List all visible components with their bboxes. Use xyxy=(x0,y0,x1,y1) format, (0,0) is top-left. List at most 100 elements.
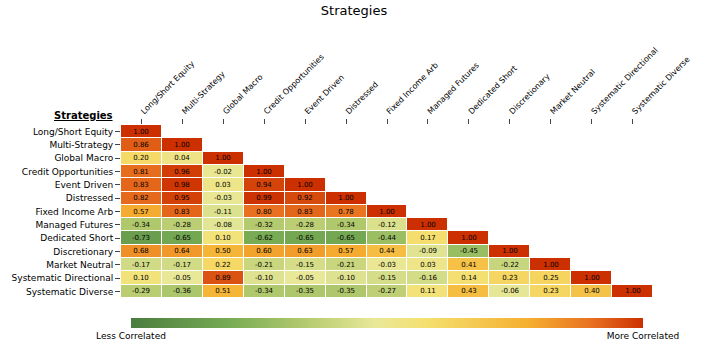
svg-text:-0.12: -0.12 xyxy=(378,221,396,229)
svg-text:Distressed: Distressed xyxy=(344,80,380,116)
svg-text:Long/Short Equity: Long/Short Equity xyxy=(33,127,114,137)
svg-text:Multi-Strategy: Multi-Strategy xyxy=(180,69,227,116)
svg-text:0.99: 0.99 xyxy=(256,194,272,202)
svg-text:-0.17: -0.17 xyxy=(173,261,191,269)
svg-text:Credit Opportunities: Credit Opportunities xyxy=(22,167,114,177)
svg-text:-0.17: -0.17 xyxy=(132,261,150,269)
svg-text:0.82: 0.82 xyxy=(133,194,149,202)
svg-text:0.68: 0.68 xyxy=(133,247,149,255)
svg-text:0.50: 0.50 xyxy=(215,247,231,255)
svg-text:-0.09: -0.09 xyxy=(419,247,437,255)
svg-text:0.14: 0.14 xyxy=(461,274,477,282)
svg-text:Fixed Income Arb: Fixed Income Arb xyxy=(35,207,113,217)
svg-text:-0.32: -0.32 xyxy=(255,221,273,229)
svg-text:-0.28: -0.28 xyxy=(173,221,191,229)
svg-text:0.03: 0.03 xyxy=(215,181,231,189)
svg-text:0.94: 0.94 xyxy=(256,181,272,189)
svg-text:-0.22: -0.22 xyxy=(501,261,519,269)
svg-text:0.89: 0.89 xyxy=(215,274,231,282)
svg-text:1.00: 1.00 xyxy=(297,181,313,189)
svg-text:Managed Futures: Managed Futures xyxy=(426,61,481,116)
svg-text:Global Macro: Global Macro xyxy=(54,153,113,163)
svg-text:Distressed: Distressed xyxy=(66,193,113,203)
svg-text:-0.11: -0.11 xyxy=(214,208,232,216)
svg-text:1.00: 1.00 xyxy=(174,141,190,149)
svg-text:-0.34: -0.34 xyxy=(255,287,274,295)
svg-text:-0.06: -0.06 xyxy=(501,287,520,295)
svg-text:Long/Short Equity: Long/Short Equity xyxy=(139,59,196,116)
svg-text:0.22: 0.22 xyxy=(215,261,231,269)
svg-text:-0.35: -0.35 xyxy=(296,287,314,295)
svg-text:0.86: 0.86 xyxy=(133,141,149,149)
svg-text:1.00: 1.00 xyxy=(338,194,354,202)
svg-text:0.03: 0.03 xyxy=(420,261,436,269)
svg-text:Systematic Diverse: Systematic Diverse xyxy=(630,55,691,116)
svg-text:0.95: 0.95 xyxy=(174,194,190,202)
svg-text:0.83: 0.83 xyxy=(297,208,313,216)
svg-text:Event Driven: Event Driven xyxy=(303,73,346,116)
svg-text:1.00: 1.00 xyxy=(215,154,231,162)
svg-text:Event Driven: Event Driven xyxy=(55,180,113,190)
svg-text:-0.36: -0.36 xyxy=(173,287,192,295)
svg-text:-0.44: -0.44 xyxy=(378,234,397,242)
svg-text:Global Macro: Global Macro xyxy=(221,73,264,116)
svg-text:0.51: 0.51 xyxy=(215,287,231,295)
svg-text:1.00: 1.00 xyxy=(133,128,149,136)
svg-text:-0.65: -0.65 xyxy=(337,234,355,242)
svg-text:-0.03: -0.03 xyxy=(378,261,396,269)
svg-text:-0.34: -0.34 xyxy=(132,221,151,229)
svg-text:0.43: 0.43 xyxy=(461,287,477,295)
svg-text:1.00: 1.00 xyxy=(625,287,641,295)
svg-text:0.63: 0.63 xyxy=(297,247,313,255)
svg-text:Dedicated Short: Dedicated Short xyxy=(467,64,519,116)
svg-text:Market Neutral: Market Neutral xyxy=(549,68,597,116)
svg-text:Dedicated Short: Dedicated Short xyxy=(40,233,113,243)
svg-text:-0.16: -0.16 xyxy=(419,274,438,282)
svg-text:0.40: 0.40 xyxy=(584,287,600,295)
svg-text:-0.05: -0.05 xyxy=(296,274,314,282)
svg-text:0.23: 0.23 xyxy=(543,287,559,295)
svg-text:-0.21: -0.21 xyxy=(255,261,273,269)
svg-text:Less Correlated: Less Correlated xyxy=(96,331,166,341)
svg-text:Fixed Income Arb: Fixed Income Arb xyxy=(385,61,440,116)
svg-text:1.00: 1.00 xyxy=(461,234,477,242)
svg-text:-0.45: -0.45 xyxy=(460,247,478,255)
svg-text:-0.27: -0.27 xyxy=(378,287,396,295)
svg-text:0.10: 0.10 xyxy=(215,234,231,242)
svg-text:1.00: 1.00 xyxy=(543,261,559,269)
svg-text:-0.35: -0.35 xyxy=(337,287,355,295)
svg-text:-0.03: -0.03 xyxy=(214,194,232,202)
svg-text:1.00: 1.00 xyxy=(256,168,272,176)
svg-text:-0.73: -0.73 xyxy=(132,234,150,242)
svg-text:0.96: 0.96 xyxy=(174,168,190,176)
svg-text:1.00: 1.00 xyxy=(502,247,518,255)
svg-text:0.20: 0.20 xyxy=(133,154,149,162)
svg-text:-0.34: -0.34 xyxy=(337,221,356,229)
svg-text:-0.10: -0.10 xyxy=(337,274,355,282)
svg-text:0.98: 0.98 xyxy=(174,181,190,189)
svg-text:Discretionary: Discretionary xyxy=(53,247,114,257)
svg-text:0.83: 0.83 xyxy=(174,208,190,216)
svg-text:0.10: 0.10 xyxy=(133,274,149,282)
svg-text:0.25: 0.25 xyxy=(543,274,559,282)
svg-text:More Correlated: More Correlated xyxy=(607,331,679,341)
svg-text:0.57: 0.57 xyxy=(338,247,354,255)
svg-text:1.00: 1.00 xyxy=(379,208,395,216)
svg-text:0.78: 0.78 xyxy=(338,208,354,216)
svg-text:0.04: 0.04 xyxy=(174,154,190,162)
svg-text:Strategies: Strategies xyxy=(54,110,113,121)
svg-text:-0.10: -0.10 xyxy=(255,274,273,282)
svg-text:0.92: 0.92 xyxy=(297,194,313,202)
svg-text:-0.62: -0.62 xyxy=(255,234,273,242)
svg-text:Systematic Directional: Systematic Directional xyxy=(589,46,659,116)
svg-text:Multi-Strategy: Multi-Strategy xyxy=(49,140,113,150)
svg-text:0.44: 0.44 xyxy=(379,247,395,255)
svg-text:Strategies: Strategies xyxy=(321,3,388,18)
svg-text:-0.65: -0.65 xyxy=(173,234,191,242)
svg-text:Market Neutral: Market Neutral xyxy=(46,260,113,270)
svg-text:-0.21: -0.21 xyxy=(337,261,355,269)
svg-text:-0.15: -0.15 xyxy=(378,274,396,282)
svg-text:0.41: 0.41 xyxy=(461,261,477,269)
svg-text:-0.02: -0.02 xyxy=(214,168,232,176)
svg-text:0.64: 0.64 xyxy=(174,247,190,255)
